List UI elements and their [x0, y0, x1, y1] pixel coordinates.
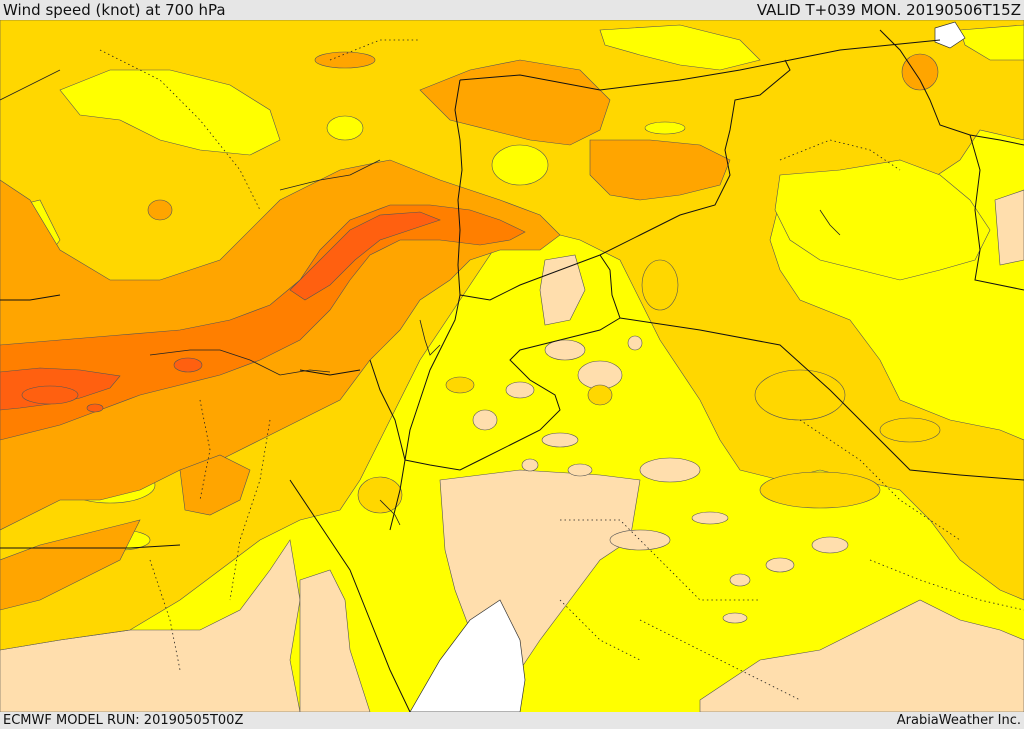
wind-level-4 — [0, 211, 441, 413]
wind-level-3 — [0, 204, 526, 441]
coastlines — [0, 69, 841, 526]
map-title: Wind speed (knot) at 700 hPa — [3, 1, 226, 19]
wind-speed-map[interactable] — [0, 20, 1024, 712]
footer-bar: ECMWF MODEL RUN: 20190505T00Z ArabiaWeat… — [0, 712, 1024, 729]
caspian-water — [934, 21, 966, 49]
red-sea-water — [409, 599, 526, 712]
model-run: ECMWF MODEL RUN: 20190505T00Z — [3, 713, 244, 728]
valid-time: VALID T+039 MON. 20190506T15Z — [756, 1, 1021, 19]
credit-text: ArabiaWeather Inc. — [896, 713, 1021, 728]
country-borders — [0, 29, 1024, 712]
header-bar: Wind speed (knot) at 700 hPa VALID T+039… — [0, 0, 1024, 20]
region-boundaries — [99, 39, 1024, 701]
